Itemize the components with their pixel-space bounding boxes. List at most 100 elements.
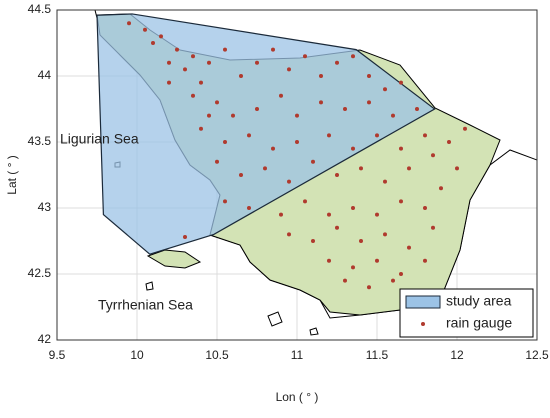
annotation: Ligurian Sea [60, 131, 139, 147]
rain-gauge [423, 206, 427, 210]
rain-gauge [407, 245, 411, 250]
rain-gauge [367, 74, 371, 78]
rain-gauge [359, 166, 363, 171]
rain-gauge [431, 225, 435, 230]
rain-gauge [399, 272, 403, 276]
rain-gauge [255, 107, 259, 111]
study-area [96, 13, 436, 255]
legend-label: rain gauge [446, 315, 512, 331]
rain-gauge [351, 54, 355, 59]
rain-gauge [127, 21, 131, 26]
rain-gauge [399, 146, 403, 151]
rain-gauge [215, 100, 219, 105]
x-axis-label: Lon ( ° ) [276, 390, 319, 404]
rain-gauge [423, 258, 427, 263]
rain-gauge [335, 173, 339, 177]
rain-gauge [447, 140, 451, 144]
rain-gauge [399, 199, 403, 204]
rain-gauge [167, 80, 171, 85]
y-tick-label: 44 [38, 68, 52, 82]
rain-gauge [247, 133, 251, 138]
rain-gauge [335, 225, 339, 230]
rain-gauge [279, 212, 283, 217]
rain-gauge [151, 41, 155, 45]
small-islands [114, 161, 319, 336]
rain-gauge [175, 47, 179, 52]
rain-gauge [191, 93, 195, 98]
legend: study area rain gauge [399, 288, 534, 338]
y-tick-label: 43 [38, 200, 52, 214]
rain-gauge [271, 47, 275, 52]
rain-gauge [207, 113, 211, 118]
rain-gauge [239, 74, 243, 78]
rain-gauge [239, 173, 243, 177]
rain-gauge [327, 133, 331, 138]
legend-swatch [405, 295, 441, 309]
rain-gauge [351, 265, 355, 270]
rain-gauge [311, 159, 315, 164]
rain-gauge [231, 113, 235, 118]
rain-gauge [391, 113, 395, 118]
x-tick-label: 11.5 [366, 348, 389, 362]
x-tick-label: 10.5 [205, 348, 229, 362]
rain-gauge [295, 113, 299, 118]
rain-gauge [167, 60, 171, 65]
x-tick-label: 11 [291, 348, 304, 362]
rain-gauge [215, 159, 219, 164]
rain-gauge [303, 199, 307, 204]
rain-gauge [271, 146, 275, 151]
rain-gauge [295, 140, 299, 144]
rain-gauge [391, 278, 395, 283]
rain-gauge [343, 278, 347, 283]
rain-gauge [367, 100, 371, 105]
rain-gauge [191, 54, 195, 59]
rain-gauge [351, 146, 355, 151]
rain-gauge [327, 258, 331, 263]
annotation: Tyrrhenian Sea [98, 297, 193, 313]
rain-gauge [287, 232, 291, 237]
legend-swatch [421, 322, 425, 326]
rain-gauge [463, 126, 467, 131]
rain-gauge [143, 27, 147, 32]
x-tick-label: 12.5 [525, 348, 549, 362]
rain-gauge [375, 133, 379, 138]
rain-gauge [247, 206, 251, 210]
rain-gauge [407, 166, 411, 171]
rain-gauge [279, 93, 283, 98]
rain-gauge [199, 80, 203, 85]
y-tick-label: 44.5 [28, 2, 52, 16]
rain-gauge [183, 67, 187, 72]
y-tick-label: 42 [38, 332, 52, 346]
rain-gauge [319, 74, 323, 78]
rain-gauge [455, 166, 459, 171]
rain-gauge [383, 232, 387, 237]
rain-gauge [327, 212, 331, 217]
rain-gauge [415, 107, 419, 111]
rain-gauge [303, 54, 307, 59]
y-tick-label: 43.5 [28, 134, 52, 148]
y-tick-label: 42.5 [28, 266, 52, 280]
rain-gauge [223, 140, 227, 144]
rain-gauge [319, 100, 323, 105]
legend-label: study area [446, 293, 512, 309]
rain-gauge [375, 258, 379, 263]
rain-gauge [311, 239, 315, 243]
x-tick-label: 12 [450, 348, 464, 362]
rain-gauge [367, 285, 371, 290]
tick-labels: 9.5 10 10.5 11 11.5 12 12.5 42 42.5 43 43.5 44 44.5 [28, 2, 549, 362]
rain-gauge [351, 206, 355, 210]
y-axis-label: Lat ( ° ) [5, 155, 19, 194]
rain-gauge [343, 107, 347, 111]
rain-gauge [263, 166, 267, 171]
rain-gauge [223, 199, 227, 204]
rain-gauge [439, 186, 443, 191]
rain-gauge [287, 179, 291, 184]
plot-frame [56, 9, 538, 341]
rain-gauge [255, 60, 259, 65]
rain-gauge [399, 80, 403, 85]
rain-gauge [183, 235, 187, 240]
rain-gauge [223, 47, 227, 52]
rain-gauge [207, 60, 211, 65]
